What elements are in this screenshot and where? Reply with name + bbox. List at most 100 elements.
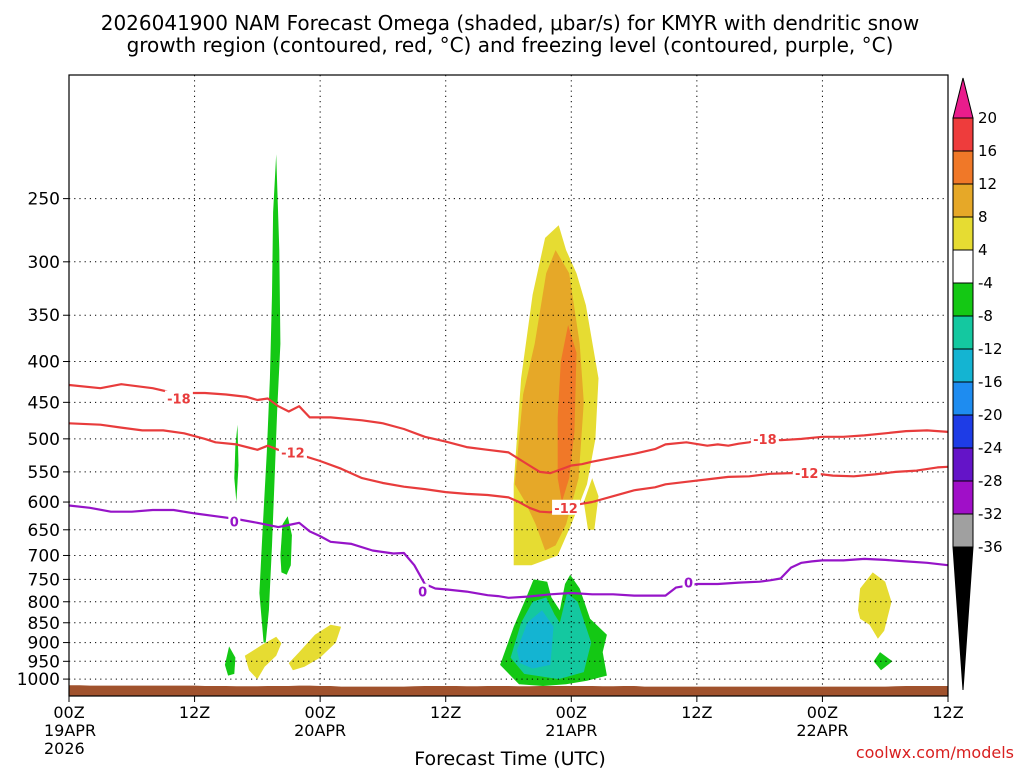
minus-18C-isotherm-line (69, 383, 948, 475)
colorbar-tick-label: 8 (978, 208, 988, 226)
zero-C-freezing-level-label: 0 (230, 516, 239, 531)
grid-lines (68, 75, 949, 696)
x-tick-label: 12Z (430, 703, 461, 722)
colorbar-tick-label: 20 (978, 109, 997, 127)
omega-region-subsidence-patch-900mb-left (244, 636, 282, 680)
minus-12C-isotherm-line (69, 422, 948, 514)
colorbar-tick-label: 12 (978, 175, 997, 193)
chart-title-line-2: growth region (contoured, red, °C) and f… (127, 33, 894, 57)
colorbar-swatch (952, 348, 974, 383)
y-axis-ticks: 2503003504004505005506006507007508008509… (17, 190, 69, 690)
colorbar-swatch (952, 381, 974, 416)
minus-18C-isotherm-label: -18 (167, 392, 191, 407)
colorbar-swatch (952, 249, 974, 284)
colorbar-swatch (952, 150, 974, 185)
minus-12C-isotherm-label-bg (552, 499, 581, 515)
omega-region-subsidence-patch-22apr-upper (858, 572, 892, 639)
colorbar-swatch (952, 216, 974, 251)
y-tick-label: 350 (28, 306, 60, 326)
y-tick-label: 900 (28, 634, 60, 654)
minus-12C-isotherm-label-bg (792, 465, 821, 481)
terrain-layer (69, 685, 948, 696)
x-tick-label: 2026 (44, 739, 85, 758)
minus-12C-isotherm-label: -12 (281, 446, 305, 461)
colorbar-top-arrow (952, 77, 974, 119)
colorbar: 20 16 12 8 4 -4 -8 -12 -16 -20 -24 -28 -32 -36 (952, 77, 1003, 691)
omega-region-upward-motion-small-925mb (224, 646, 236, 676)
x-tick-label: 00Z (53, 703, 84, 722)
omega-region-upward-motion-sliver-19apr (234, 424, 239, 502)
chart-title-line-1: 2026041900 NAM Forecast Omega (shaded, μ… (101, 11, 920, 35)
y-tick-label: 600 (28, 493, 60, 513)
colorbar-tick-label: -12 (978, 340, 1003, 358)
colorbar-tick-label: -24 (978, 439, 1003, 457)
colorbar-tick-label: -32 (978, 505, 1003, 523)
x-tick-label: 00Z (556, 703, 587, 722)
y-tick-label: 1000 (17, 670, 60, 690)
zero-C-freezing-level-label-bg (228, 513, 241, 529)
x-tick-label: 00Z (304, 703, 335, 722)
y-tick-label: 300 (28, 253, 60, 273)
colorbar-tick-label: -20 (978, 406, 1003, 424)
minus-12C-isotherm-label-bg (278, 444, 307, 460)
colorbar-tick-label: 16 (978, 142, 997, 160)
minus-18C-isotherm-label-bg (750, 430, 779, 446)
y-tick-label: 800 (28, 593, 60, 613)
zero-C-freezing-level-label: 0 (684, 577, 693, 592)
y-tick-label: 950 (28, 652, 60, 672)
y-tick-label: 750 (28, 570, 60, 590)
x-tick-label: 12Z (681, 703, 712, 722)
minus-12C-isotherm-label: -12 (795, 467, 819, 482)
y-tick-label: 400 (28, 353, 60, 373)
colorbar-tick-label: -4 (978, 274, 993, 292)
y-tick-label: 650 (28, 521, 60, 541)
omega-region-subsidence-patch-900mb-right (288, 624, 342, 671)
minus-18C-isotherm-label: -18 (753, 433, 777, 448)
colorbar-tick-label: -8 (978, 307, 993, 325)
site-credit[interactable]: coolwx.com/models (856, 743, 1014, 762)
terrain-surface (69, 685, 948, 696)
minus-18C-isotherm-label-bg (164, 390, 193, 406)
zero-C-freezing-level-label-bg (682, 574, 695, 590)
y-tick-label: 550 (28, 463, 60, 483)
contour-layer: -18 -18 -12 -12 -12 0 0 0 (69, 383, 948, 601)
omega-region-upward-motion-small-22apr (873, 652, 893, 671)
colorbar-swatch (952, 282, 974, 317)
y-tick-label: 450 (28, 393, 60, 413)
omega-region-upward-motion-blob-20apr-650mb (280, 516, 292, 575)
y-tick-label: 700 (28, 546, 60, 566)
colorbar-swatch (952, 447, 974, 482)
y-tick-label: 850 (28, 614, 60, 634)
colorbar-swatch (952, 480, 974, 515)
colorbar-swatch (952, 315, 974, 350)
zero-C-freezing-level-line (69, 504, 948, 599)
minus-12C-isotherm-label: -12 (554, 502, 578, 517)
colorbar-swatch (952, 183, 974, 218)
omega-region-upward-motion-lowlevel-21apr-core (516, 610, 554, 669)
colorbar-swatch (952, 117, 974, 152)
x-axis-title: Forecast Time (UTC) (414, 748, 605, 768)
x-tick-label: 00Z (807, 703, 838, 722)
zero-C-freezing-level-label: 0 (418, 586, 427, 601)
colorbar-tick-label: 4 (978, 241, 988, 259)
x-tick-label: 20APR (294, 721, 346, 740)
zero-C-freezing-level-label-bg (416, 583, 429, 599)
colorbar-tick-label: -28 (978, 472, 1003, 490)
omega-region-subsidence-plume-21apr-tail (583, 478, 599, 530)
plot-frame (68, 74, 949, 697)
colorbar-swatch (952, 414, 974, 449)
colorbar-tick-label: -36 (978, 538, 1003, 556)
omega-region-upward-motion-core-19apr-high (259, 154, 281, 643)
y-tick-label: 500 (28, 430, 60, 450)
colorbar-swatch (952, 513, 974, 548)
omega-region-subsidence-plume-21apr-core (557, 325, 577, 502)
colorbar-bottom-arrow (952, 546, 974, 691)
y-tick-label: 250 (28, 190, 60, 210)
omega-shading-layer (224, 154, 893, 686)
x-tick-label: 19APR (44, 721, 96, 740)
x-tick-label: 22APR (796, 721, 848, 740)
x-tick-label: 12Z (932, 703, 963, 722)
colorbar-tick-label: -16 (978, 373, 1003, 391)
